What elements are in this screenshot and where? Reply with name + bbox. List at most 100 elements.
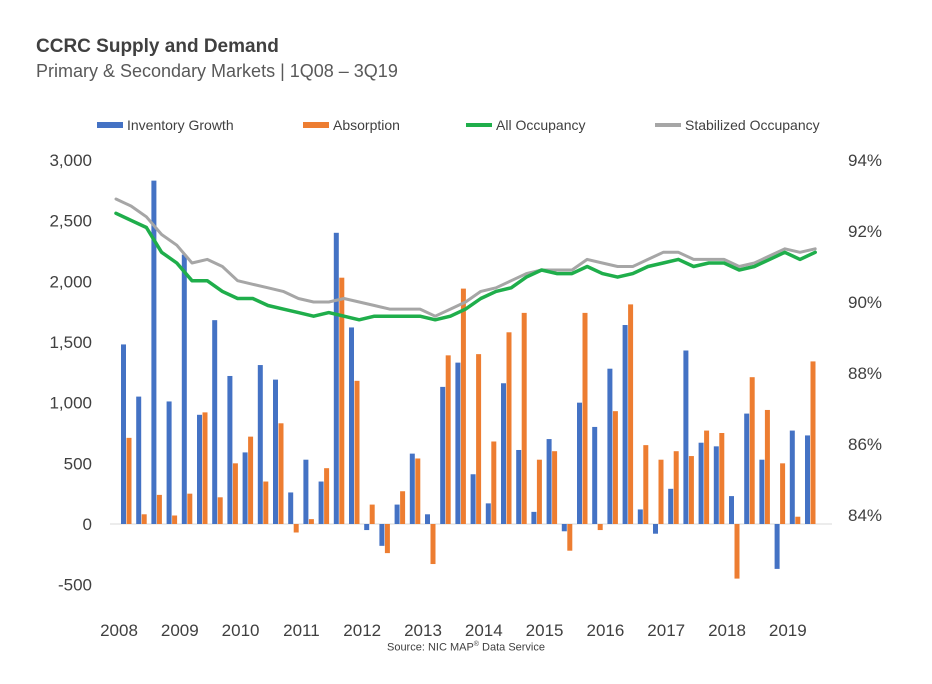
legend-swatch-all-occupancy	[466, 123, 492, 127]
bar-inventory-growth	[440, 386, 446, 524]
bar-absorption	[400, 491, 406, 524]
y-left-tick-label: 500	[64, 454, 92, 473]
bar-inventory-growth	[561, 524, 567, 532]
source-registered-mark: ®	[473, 641, 479, 648]
bar-inventory-growth	[166, 401, 172, 524]
bar-inventory-growth	[181, 254, 187, 524]
bar-inventory-growth	[394, 504, 400, 524]
bar-absorption	[187, 493, 193, 524]
y-right-tick-label: 84%	[848, 506, 882, 525]
x-tick-label: 2009	[161, 621, 199, 640]
bar-absorption	[552, 451, 558, 524]
bar-absorption	[688, 456, 694, 524]
y-right-tick-label: 90%	[848, 293, 882, 312]
bar-absorption	[324, 468, 330, 524]
y-left-tick-label: 2,500	[49, 212, 92, 231]
bar-inventory-growth	[455, 362, 461, 524]
bar-absorption	[430, 524, 436, 565]
bar-absorption	[293, 524, 299, 533]
bar-absorption	[232, 463, 238, 524]
bar-inventory-growth	[653, 524, 658, 534]
bar-absorption	[597, 524, 603, 531]
bar-absorption	[764, 409, 770, 524]
bar-absorption	[536, 459, 542, 524]
y-left-tick-label: -500	[58, 576, 92, 595]
legend-item-inventory-growth: Inventory Growth	[97, 117, 234, 133]
bar-inventory-growth	[485, 503, 491, 524]
bar-inventory-growth	[121, 344, 126, 524]
bar-absorption	[810, 361, 816, 524]
source-note: Source: NIC MAP® Data Service	[0, 641, 932, 654]
legend-swatch-absorption	[303, 122, 329, 128]
legend-item-absorption: Absorption	[303, 117, 400, 133]
line-all-occupancy	[114, 211, 817, 322]
bar-inventory-growth	[622, 325, 628, 524]
bar-absorption	[354, 380, 360, 524]
source-text: Source: NIC MAP	[386, 641, 474, 654]
bar-absorption	[308, 519, 314, 524]
bar-inventory-growth	[470, 474, 476, 524]
legend-swatch-inventory-growth	[97, 122, 123, 128]
line-stabilized-occupancy	[114, 197, 817, 318]
bar-absorption	[628, 304, 634, 524]
bar-absorption	[673, 451, 679, 524]
y-right-tick-label: 86%	[848, 435, 882, 454]
bar-inventory-growth	[759, 459, 765, 524]
bar-inventory-growth	[713, 446, 719, 524]
x-tick-label: 2008	[100, 621, 138, 640]
bar-inventory-growth	[333, 232, 339, 525]
y-left-tick-label: 2,000	[49, 272, 92, 291]
legend-label-absorption: Absorption	[333, 117, 400, 133]
bar-inventory-growth	[789, 430, 795, 524]
bar-inventory-growth	[409, 453, 415, 524]
bar-inventory-growth	[273, 379, 278, 524]
x-tick-label: 2013	[404, 621, 442, 640]
bar-inventory-growth	[683, 350, 689, 524]
x-tick-label: 2011	[283, 621, 320, 640]
legend-item-all-occupancy: All Occupancy	[466, 117, 585, 133]
bar-absorption	[658, 459, 664, 524]
bar-inventory-growth	[668, 488, 674, 524]
bar-inventory-growth	[257, 365, 263, 524]
bar-absorption	[415, 458, 421, 524]
bar-absorption	[521, 312, 527, 524]
bar-inventory-growth	[151, 180, 157, 525]
bar-inventory-growth	[501, 383, 506, 524]
bar-absorption	[567, 524, 573, 551]
bar-inventory-growth	[774, 524, 780, 569]
bar-absorption	[248, 436, 254, 524]
legend-item-stabilized-occupancy: Stabilized Occupancy	[655, 117, 820, 133]
x-tick-label: 2016	[586, 621, 624, 640]
bar-inventory-growth	[349, 327, 354, 524]
bar-inventory-growth	[698, 442, 704, 524]
x-tick-label: 2018	[708, 621, 746, 640]
bar-absorption	[156, 494, 162, 524]
bar-inventory-growth	[637, 509, 643, 524]
x-tick-label: 2010	[222, 621, 260, 640]
x-tick-label: 2014	[465, 621, 503, 640]
y-left-tick-label: 3,000	[49, 151, 92, 170]
bar-inventory-growth	[303, 459, 309, 524]
bar-inventory-growth	[425, 514, 430, 524]
bar-inventory-growth	[136, 396, 142, 524]
bar-inventory-growth	[744, 413, 750, 524]
legend-swatch-stabilized-occupancy	[655, 123, 681, 127]
chart-subtitle: Primary & Secondary Markets | 1Q08 – 3Q1…	[36, 61, 398, 81]
bar-inventory-growth	[729, 496, 734, 524]
bar-absorption	[339, 277, 345, 524]
legend-label-all-occupancy: All Occupancy	[496, 117, 586, 133]
bar-absorption	[369, 504, 375, 524]
bar-absorption	[780, 463, 786, 524]
x-tick-label: 2017	[647, 621, 685, 640]
bar-absorption	[749, 377, 755, 524]
bar-inventory-growth	[197, 414, 202, 524]
y-left-tick-label: 0	[83, 515, 92, 534]
bar-absorption	[476, 354, 482, 524]
bar-absorption	[704, 430, 710, 524]
x-tick-label: 2019	[769, 621, 807, 640]
bar-absorption	[126, 437, 132, 524]
y-right-tick-label: 92%	[848, 222, 882, 241]
bar-inventory-growth	[242, 452, 248, 524]
bar-absorption	[612, 411, 618, 524]
